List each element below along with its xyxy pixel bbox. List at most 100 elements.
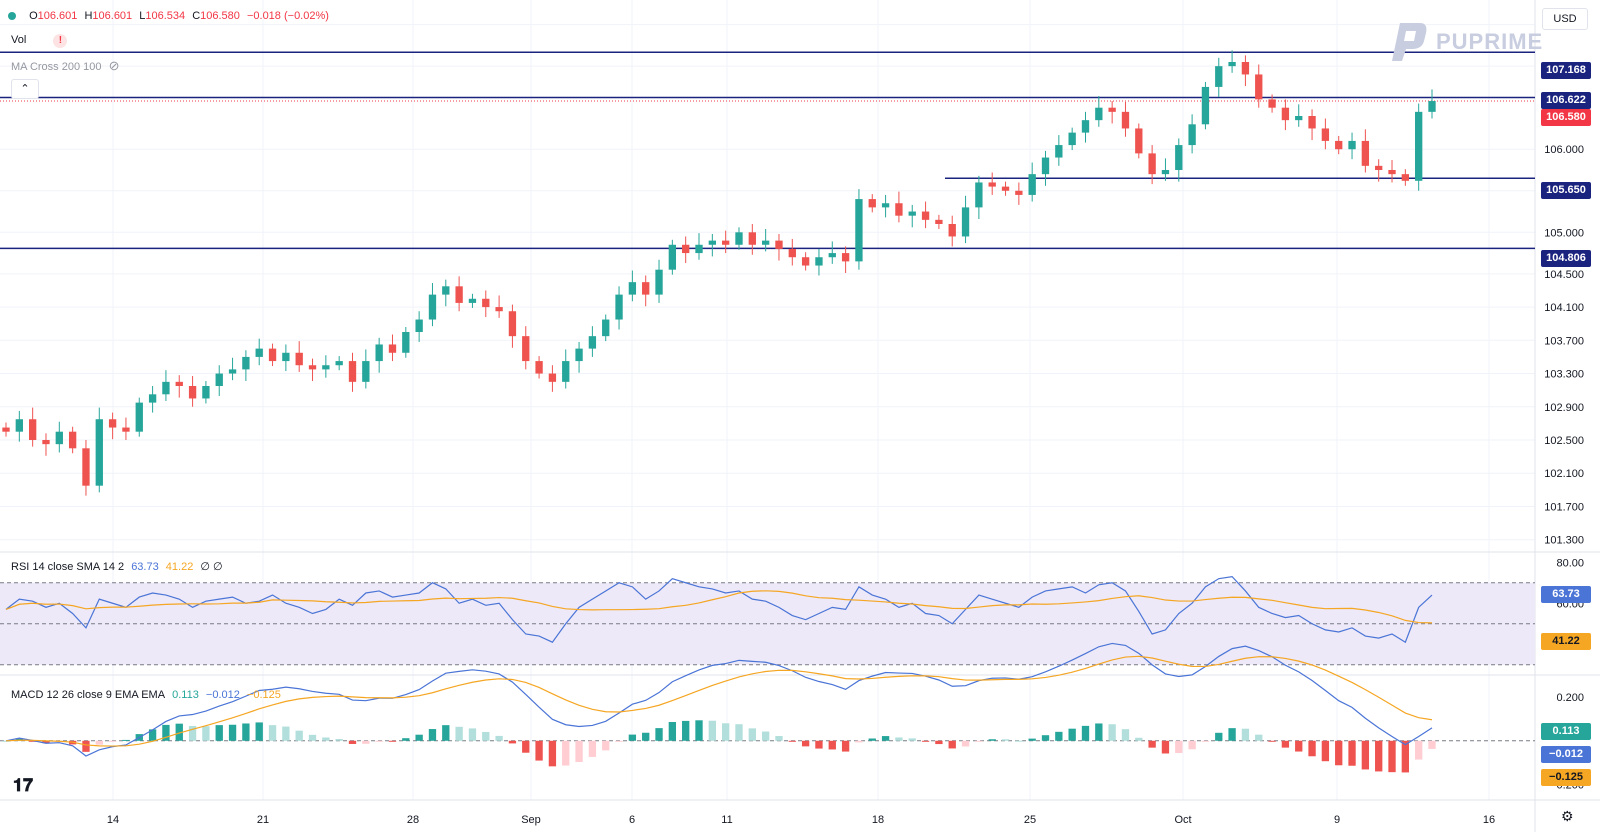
- macd-histogram-bar: [775, 736, 783, 741]
- candle-down: [1001, 186, 1010, 191]
- candle-up: [202, 386, 210, 399]
- rsi-legend[interactable]: RSI 14 close SMA 14 2 63.73 41.22 ∅ ∅: [11, 560, 227, 573]
- macd-histogram-bar: [1068, 728, 1076, 741]
- candle-down: [801, 257, 810, 266]
- time-tick-label: 9: [1334, 814, 1340, 826]
- macd-histogram-bar: [1401, 740, 1410, 773]
- settings-gear-icon[interactable]: ⚙: [1561, 808, 1574, 824]
- warning-icon[interactable]: !: [53, 34, 68, 48]
- candle-down: [388, 344, 397, 353]
- candle-up: [668, 244, 677, 270]
- chevron-up-icon: ⌃: [20, 83, 30, 95]
- price-tick-label: 102.900: [1544, 402, 1584, 414]
- candle-up: [708, 240, 717, 245]
- macd-histogram-bar: [975, 740, 983, 742]
- macd-histogram-bar: [1255, 734, 1263, 741]
- macd-histogram-bar: [1375, 740, 1383, 772]
- macd-histogram-bar: [1415, 740, 1423, 760]
- macd-histogram-bar: [455, 726, 463, 741]
- candle-up: [15, 419, 23, 432]
- macd-histogram-bar: [602, 740, 610, 751]
- macd-histogram-bar: [1175, 740, 1183, 754]
- candle-up: [1028, 174, 1036, 195]
- close-label: C: [192, 10, 201, 22]
- tradingview-logo-icon[interactable]: 𝟏𝟕: [13, 775, 34, 795]
- candle-up: [855, 199, 863, 262]
- currency-selector[interactable]: USD: [1542, 8, 1588, 30]
- candle-down: [508, 311, 517, 337]
- candle-down: [1241, 62, 1250, 75]
- macd-histogram-bar: [868, 738, 876, 741]
- rsi-ma-line: [5, 590, 1433, 624]
- candle-up: [362, 361, 370, 382]
- candle-down: [1361, 140, 1370, 166]
- open-value: 106.601: [37, 10, 78, 22]
- macd-histogram-bar: [1348, 740, 1356, 766]
- macd-histogram-bar: [375, 740, 383, 742]
- macd-legend[interactable]: MACD 12 26 close 9 EMA EMA 0.113 −0.012 …: [11, 689, 285, 701]
- candle-up: [1081, 120, 1090, 133]
- price-tick-label: 104.100: [1544, 302, 1584, 314]
- macd-value-tag: 0.113: [1541, 723, 1591, 740]
- current-price-tag: 106.580: [1541, 109, 1591, 126]
- time-tick-label: 18: [872, 814, 884, 826]
- low-value: 106.534: [145, 10, 186, 22]
- candle-up: [335, 361, 343, 366]
- brand-logo: [1390, 19, 1428, 68]
- volume-legend[interactable]: Vol !: [11, 34, 71, 48]
- macd-histogram-bar: [495, 735, 503, 741]
- candle-up: [242, 356, 250, 370]
- level-tag-4: 104.806: [1541, 250, 1591, 267]
- collapse-legend-button[interactable]: ⌃: [11, 79, 39, 99]
- macd-histogram-bar: [841, 740, 850, 752]
- macd-histogram-bar: [682, 720, 690, 741]
- macd-histogram-bar: [415, 734, 423, 741]
- ma-cross-legend[interactable]: MA Cross 200 100 ⊘: [11, 58, 123, 74]
- candle-up: [228, 369, 237, 374]
- candle-up: [55, 431, 63, 445]
- candle-down: [935, 219, 943, 224]
- candle-down: [188, 386, 197, 399]
- macd-histogram-bar: [388, 740, 397, 742]
- macd-histogram-bar: [1188, 740, 1196, 750]
- macd-histogram-bar: [442, 725, 450, 741]
- macd-histogram-bar: [1015, 740, 1023, 742]
- candle-up: [402, 332, 410, 353]
- candle-up: [1415, 111, 1423, 181]
- candle-down: [1108, 107, 1116, 112]
- macd-histogram-bar: [1148, 740, 1156, 748]
- candle-down: [108, 419, 117, 428]
- macd-histogram-bar: [1121, 729, 1130, 741]
- signal-value-tag: −0.012: [1541, 746, 1591, 763]
- candle-down: [1148, 153, 1156, 175]
- candle-down: [1321, 128, 1330, 141]
- hist-value: −0.125: [246, 689, 281, 701]
- candle-up: [95, 419, 103, 486]
- candle-up: [628, 282, 637, 295]
- ma-cross-label: MA Cross 200 100: [11, 61, 102, 73]
- high-value: 106.601: [92, 10, 133, 22]
- macd-histogram-bar: [468, 728, 477, 741]
- candle-up: [415, 319, 423, 332]
- macd-histogram-bar: [548, 740, 557, 767]
- macd-histogram-bar: [268, 725, 277, 741]
- macd-histogram-bar: [935, 740, 943, 745]
- macd-histogram-bar: [175, 723, 183, 741]
- macd-histogram-bar: [735, 724, 743, 741]
- hidden-eye-icon[interactable]: ⊘: [108, 58, 120, 73]
- candle-down: [1015, 190, 1023, 195]
- macd-histogram-bar: [815, 740, 823, 749]
- macd-histogram-bar: [708, 720, 717, 741]
- candle-down: [1401, 174, 1410, 181]
- candle-up: [615, 294, 623, 320]
- price-tick-label: 101.700: [1544, 501, 1584, 513]
- candle-up: [961, 207, 970, 237]
- macd-histogram-bar: [1308, 740, 1316, 757]
- macd-histogram-bar: [1428, 740, 1436, 749]
- macd-histogram-bar: [1028, 738, 1036, 741]
- macd-histogram-bar: [1295, 740, 1303, 752]
- macd-histogram-bar: [148, 729, 157, 741]
- macd-histogram-bar: [961, 740, 970, 747]
- candle-up: [562, 361, 570, 382]
